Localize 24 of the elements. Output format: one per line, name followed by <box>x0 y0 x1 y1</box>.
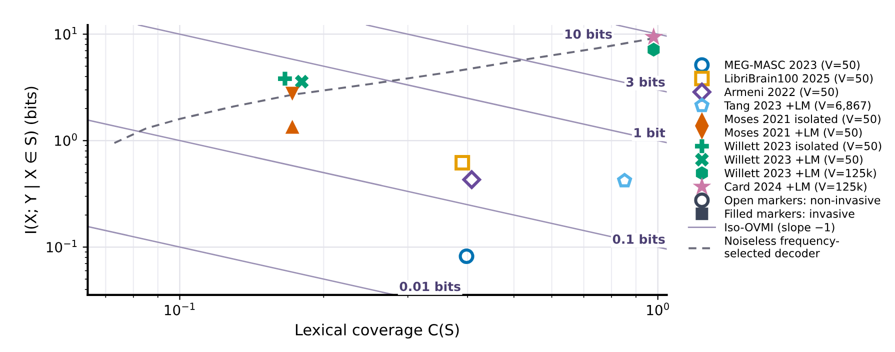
x-axis-title: Lexical coverage C(S) <box>296 324 459 338</box>
y-axis-title: I(X; Y | X ∈ S) (bits) <box>24 86 40 233</box>
annotation: 0.1 bits <box>612 234 665 244</box>
legend-label: MEG-MASC 2023 (V=50) <box>725 60 860 70</box>
legend-label: Willett 2023 isolated (V=50) <box>724 142 882 152</box>
y-tick-label: 10$^{1}$ <box>55 26 77 40</box>
legend-label: Tang 2023 +LM (V=6,867) <box>724 101 870 112</box>
annotation: 3 bits <box>626 77 665 87</box>
y-tick-label: 10$^{0}$ <box>55 133 77 146</box>
legend-label: Open markers: non-invasive <box>724 196 880 206</box>
legend-label: LibriBrain100 2025 (V=50) <box>725 74 873 84</box>
annotation: 0.01 bits <box>400 281 460 292</box>
legend-label: Iso-OVMI (slope −1) <box>725 222 834 234</box>
annotation: 10 bits <box>565 29 612 39</box>
legend-label: Noiseless frequency- selected decoder <box>724 236 839 258</box>
legend-label: Armeni 2022 (V=50) <box>724 87 838 98</box>
legend-label: Moses 2021 +LM (V=50) <box>725 128 862 138</box>
annotation: 1 bit <box>634 128 666 138</box>
legend-label: Willett 2023 +LM (V=50) <box>724 155 862 166</box>
legend-label: Willett 2023 +LM (V=125k) <box>724 168 876 179</box>
legend-label: Moses 2021 isolated (V=50) <box>725 114 880 124</box>
y-tick-label: 10$^{−1}$ <box>46 240 77 252</box>
legend-label: Card 2024 +LM (V=125k) <box>724 182 866 192</box>
legend-label: Filled markers: invasive <box>725 209 854 218</box>
